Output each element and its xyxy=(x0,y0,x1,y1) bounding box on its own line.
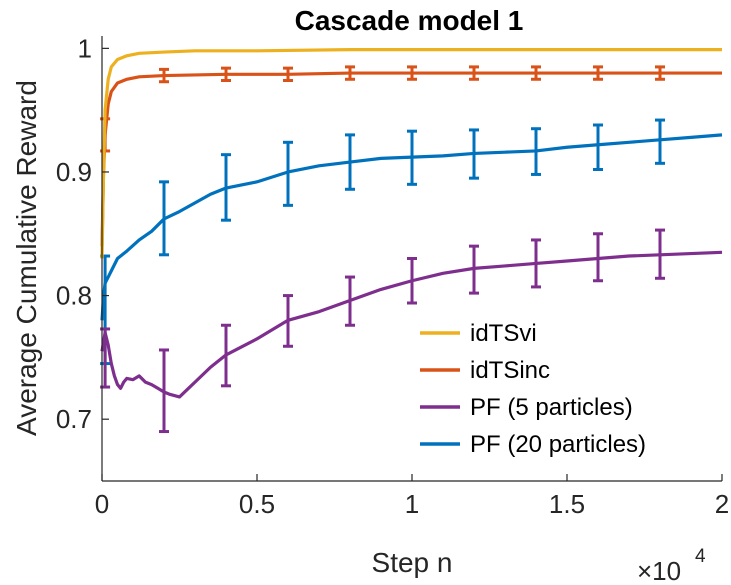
error-bar xyxy=(159,348,169,434)
error-bar xyxy=(159,67,169,84)
series-layer xyxy=(100,47,723,434)
x-tick-label: 2 xyxy=(715,489,729,519)
error-bar xyxy=(655,65,665,81)
plot-area xyxy=(100,36,723,482)
error-bar xyxy=(283,140,293,207)
error-bar xyxy=(655,228,665,280)
y-axis-label: Average Cumulative Reward xyxy=(11,80,42,436)
legend-label: idTSinc xyxy=(470,357,550,384)
error-bar xyxy=(531,127,541,176)
y-tick-labels: 0.7 0.8 0.9 1 xyxy=(56,33,92,434)
x-tick-label: 0 xyxy=(95,489,109,519)
error-bar xyxy=(407,257,417,305)
series-line xyxy=(100,250,723,399)
error-bar xyxy=(283,294,293,348)
error-bar xyxy=(531,238,541,289)
legend-label: PF (5 particles) xyxy=(470,394,633,421)
legend-box xyxy=(415,315,713,467)
error-bar xyxy=(221,153,231,222)
y-tick-label: 0.7 xyxy=(56,404,92,434)
error-bar xyxy=(221,66,231,82)
x-tick-label: 0.5 xyxy=(239,489,275,519)
legend-entry: PF (5 particles) xyxy=(420,394,633,421)
error-bar xyxy=(283,66,293,82)
error-bar xyxy=(469,128,479,180)
legend-label: PF (20 particles) xyxy=(470,431,646,458)
x-axis-label: Step n xyxy=(372,547,453,578)
error-bar xyxy=(159,180,169,257)
error-bar xyxy=(345,133,355,191)
legend-entry: idTSinc xyxy=(420,357,550,384)
error-bar xyxy=(407,129,417,186)
legend: idTSvi idTSinc PF (5 particles) PF (20 part… xyxy=(415,315,713,467)
error-bar xyxy=(345,65,355,81)
error-bar xyxy=(655,118,665,165)
y-tick-label: 0.8 xyxy=(56,281,92,311)
series-line xyxy=(100,47,722,259)
error-bar xyxy=(469,65,479,81)
legend-label: idTSvi xyxy=(470,320,537,347)
legend-entry: idTSvi xyxy=(420,320,537,347)
axes-layer xyxy=(101,36,723,482)
x-exponent-power: 4 xyxy=(695,546,706,567)
x-tick-labels: 0 0.5 1 1.5 2 xyxy=(95,489,729,519)
series-line xyxy=(100,71,722,247)
series-line xyxy=(100,133,723,321)
error-bar xyxy=(221,323,231,388)
error-bar xyxy=(407,65,417,81)
error-bar xyxy=(469,244,479,295)
x-exponent-base: ×10 xyxy=(637,556,681,585)
y-tick-label: 0.9 xyxy=(56,157,92,187)
x-tick-label: 1.5 xyxy=(549,489,585,519)
y-tick-label: 1 xyxy=(78,33,92,63)
x-exponent: ×10 4 xyxy=(637,546,706,585)
error-bar xyxy=(593,232,603,283)
error-bar xyxy=(531,65,541,81)
chart-title: Cascade model 1 xyxy=(295,5,524,36)
error-bar xyxy=(593,123,603,171)
legend-entry: PF (20 particles) xyxy=(420,431,646,458)
error-bar xyxy=(345,275,355,327)
x-tick-label: 1 xyxy=(405,489,419,519)
error-bar xyxy=(593,65,603,81)
